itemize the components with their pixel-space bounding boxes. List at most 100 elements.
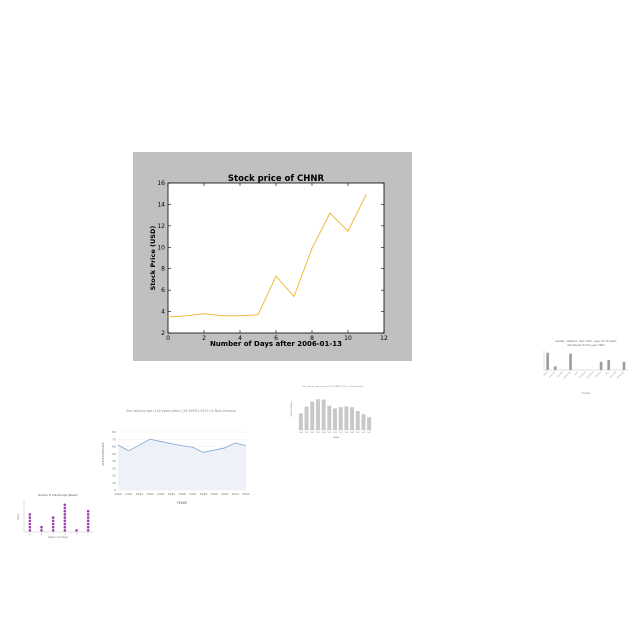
- bar: [315, 399, 320, 430]
- chart-title: Quality - Malaria - Sex: both - Age: 15-…: [555, 339, 617, 343]
- y-tick-label: 10: [157, 244, 165, 251]
- x-tick-label: 2002: [242, 492, 250, 496]
- bar: [333, 408, 337, 430]
- x-tick-label: 1993: [316, 432, 320, 434]
- data-dot: [28, 513, 32, 516]
- data-dot: [86, 529, 90, 532]
- x-tick-label: Suriname: [609, 370, 618, 379]
- x-tick-label: 1991: [125, 492, 133, 496]
- x-tick-label: 1998: [200, 492, 208, 496]
- dot-chart: Number of infected pigs (Weeks) Region a…: [16, 490, 96, 540]
- chart-title: Number of infected pigs (Weeks): [38, 494, 77, 497]
- x-tick-label: 1995: [168, 492, 176, 496]
- x-axis-label: Number of Days after 2006-01-13: [210, 340, 342, 348]
- gray-bar-chart: Sex ratio by age (all ages) (US FSPPR: 2…: [290, 382, 376, 440]
- x-tick-label: C: [53, 534, 55, 536]
- bar: [327, 405, 332, 430]
- data-point: [239, 315, 241, 317]
- chart-title: Stock price of CHNR: [228, 174, 325, 184]
- data-point: [221, 315, 223, 317]
- data-dot: [63, 516, 67, 519]
- x-tick-label: 1990: [114, 492, 122, 496]
- x-tick-label: 8: [310, 335, 314, 342]
- x-tick-label: 1992: [310, 432, 314, 434]
- x-tick-label: F: [88, 534, 89, 536]
- data-dot: [63, 529, 67, 532]
- x-axis-label: Region and breed: [48, 536, 68, 539]
- x-tick-label: 1993: [146, 492, 154, 496]
- x-tick-label: Colombia: [549, 371, 556, 378]
- x-tick-label: Panama: [595, 371, 602, 378]
- bar: [321, 399, 326, 430]
- x-tick-label: Peru: [605, 371, 610, 376]
- bar: [599, 361, 603, 370]
- bar: [622, 361, 626, 370]
- y-tick-label: 14: [157, 201, 165, 208]
- x-tick-label: 1994: [157, 492, 165, 496]
- x-tick-label: E: [76, 534, 78, 536]
- x-tick-label: 2001: [232, 492, 240, 496]
- x-tick-label: 1997: [189, 492, 197, 496]
- x-tick-label: 1998: [344, 432, 348, 434]
- y-tick-label: 80: [112, 430, 116, 434]
- y-tick-label: 8: [161, 266, 165, 273]
- y-tick-label: 4: [161, 309, 165, 316]
- x-tick-label: 6: [274, 335, 278, 342]
- x-tick-label: 1997: [339, 432, 343, 434]
- data-dot: [86, 509, 90, 513]
- x-tick-label: 2000: [221, 492, 229, 496]
- x-tick-label: 1995: [327, 432, 331, 434]
- y-tick-label: 50: [112, 452, 116, 456]
- plot-area: [167, 182, 385, 334]
- x-tick-label: Guatemala: [562, 371, 571, 380]
- data-dot: [86, 516, 90, 519]
- quality-bar-chart-svg: Quality - Malaria - Sex: both - Age: 15-…: [543, 339, 628, 395]
- data-point: [347, 230, 349, 232]
- data-dot: [63, 509, 67, 513]
- bar: [607, 360, 611, 370]
- y-tick-label: 0: [114, 488, 116, 492]
- data-point: [167, 316, 169, 318]
- bar: [553, 366, 557, 370]
- bar: [367, 417, 372, 430]
- dot-chart-svg: Number of infected pigs (Weeks) Region a…: [17, 494, 94, 539]
- x-tick-label: 10: [344, 335, 352, 342]
- chart-title: Sex ratio by age (all ages) (US FSPPR: 2…: [302, 385, 363, 388]
- data-point: [365, 194, 367, 196]
- x-axis-label: Country: [582, 392, 591, 395]
- data-dot: [51, 519, 55, 523]
- gray-bar-chart-svg: Sex ratio by age (all ages) (US FSPPR: 2…: [290, 385, 372, 439]
- x-tick-label: Nicaragua: [586, 371, 595, 380]
- x-tick-label: D: [64, 534, 66, 536]
- data-dot: [28, 522, 32, 526]
- nz-chart-svg: Sex ratio by age (100 years older) (15.9…: [101, 409, 250, 505]
- x-tick-label: 1999: [350, 432, 354, 434]
- data-dot: [51, 516, 55, 519]
- data-point: [293, 296, 295, 297]
- x-tick-label: Brazil: [543, 370, 549, 376]
- data-dot: [28, 525, 32, 529]
- y-axis-label: Count: [17, 514, 20, 521]
- x-tick-label: A: [29, 533, 31, 536]
- y-tick-label: 10: [112, 481, 116, 485]
- bar: [546, 352, 549, 370]
- x-tick-label: 2002: [367, 432, 371, 434]
- x-tick-label: 0: [166, 335, 170, 342]
- data-dot: [63, 513, 67, 516]
- x-tick-label: Honduras: [578, 371, 586, 379]
- bar: [310, 401, 315, 430]
- x-tick-label: 2000: [356, 432, 360, 434]
- bar: [344, 406, 349, 430]
- data-point: [185, 315, 187, 317]
- series-area: [118, 439, 246, 490]
- data-dot: [75, 529, 78, 532]
- x-tick-label: B: [41, 534, 43, 536]
- y-tick-label: 40: [112, 459, 116, 463]
- data-dot: [86, 522, 90, 526]
- nz-line-chart: Sex ratio by age (100 years older) (15.9…: [100, 402, 250, 506]
- x-tick-label: 1999: [210, 492, 218, 496]
- data-point: [203, 313, 205, 315]
- series-line: [167, 194, 367, 318]
- bar: [569, 353, 572, 370]
- main-chart-svg: Stock price of CHNR Number of Days after…: [149, 174, 388, 348]
